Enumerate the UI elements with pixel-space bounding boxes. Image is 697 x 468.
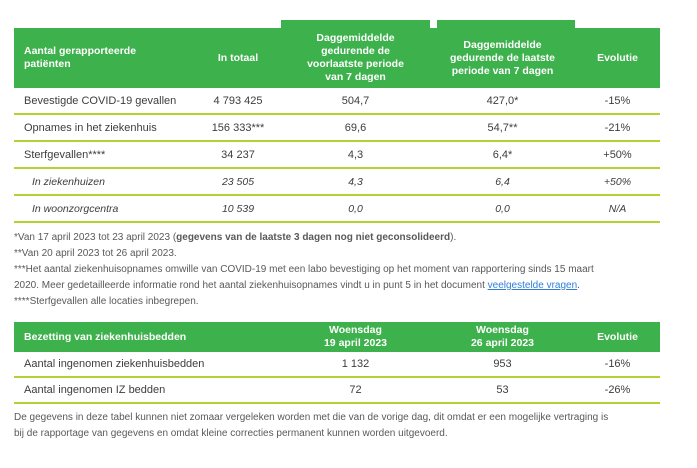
column-header-bed-occupancy: Bezetting van ziekenhuisbedden (24, 330, 187, 343)
header-tab-extension-prev-period (281, 20, 430, 29)
footnote-3-suffix: . (577, 280, 580, 291)
table-row-icu-beds: Aantal ingenomen IZ bedden 72 53 -26% (14, 378, 660, 404)
cell-last-avg: 427,0* (486, 94, 519, 107)
cell-total: 34 237 (221, 148, 255, 161)
row-label: In woonzorgcentra (32, 202, 119, 215)
header-tab-extension-last-period (437, 20, 575, 29)
cell-prev-avg: 4,3 (347, 148, 364, 161)
row-label: Bevestigde COVID-19 gevallen (24, 94, 177, 107)
cell-total: 4 793 425 (213, 94, 263, 107)
patients-table-header: Aantal gerapporteerde patiënten In totaa… (14, 28, 660, 88)
cell-wed-26: 953 (493, 358, 512, 370)
cell-evolution: N/A (608, 202, 627, 215)
cell-prev-avg: 504,7 (341, 94, 370, 107)
cell-wed-26: 53 (496, 384, 509, 396)
row-label: Sterfgevallen**** (24, 148, 106, 161)
column-header-total: In totaal (217, 51, 259, 64)
cell-evolution: -15% (604, 94, 631, 107)
footnote-4: ****Sterfgevallen alle locaties inbegrep… (14, 296, 199, 307)
beds-table: Bezetting van ziekenhuisbedden Woensdag … (14, 322, 660, 404)
beds-table-header: Bezetting van ziekenhuisbedden Woensdag … (14, 322, 660, 352)
column-header-prev-period: Daggemiddelde gedurende de voorlaatste p… (307, 32, 404, 83)
cell-total: 156 333*** (211, 121, 265, 134)
table-row-hospital-beds: Aantal ingenomen ziekenhuisbedden 1 132 … (14, 352, 660, 378)
cell-evolution: -16% (604, 358, 631, 370)
footnotes: *Van 17 april 2023 tot 23 april 2023 (ge… (14, 230, 690, 310)
column-header-evolution: Evolutie (597, 330, 638, 343)
disclaimer: De gegevens in deze tabel kunnen niet zo… (14, 412, 609, 439)
footnote-1-text: *Van 17 april 2023 tot 23 april 2023 ( (14, 232, 177, 243)
row-label: In ziekenhuizen (32, 175, 105, 188)
column-header-patients: Aantal gerapporteerde patiënten (24, 45, 137, 70)
footnote-1-bold: gegevens van de laatste 3 dagen nog niet… (176, 232, 451, 243)
column-header-last-period: Daggemiddelde gedurende de laatste perio… (449, 38, 556, 77)
cell-last-avg: 6,4* (492, 148, 513, 161)
footnote-1: *Van 17 april 2023 tot 23 april 2023 (ge… (14, 230, 690, 246)
cell-total: 10 539 (221, 202, 255, 215)
cell-evolution: -26% (604, 384, 631, 396)
footnote-3: ***Het aantal ziekenhuisopnames omwille … (14, 262, 690, 294)
cell-evolution: +50% (603, 175, 632, 188)
cell-total: 23 505 (221, 175, 255, 188)
cell-last-avg: 0,0 (495, 202, 510, 215)
column-header-wednesday-26: Woensdag 26 april 2023 (470, 324, 535, 349)
footnote-2: **Van 20 april 2023 tot 26 april 2023. (14, 248, 177, 259)
table-row-confirmed-cases: Bevestigde COVID-19 gevallen 4 793 425 5… (14, 88, 660, 115)
row-label: Opnames in het ziekenhuis (24, 121, 157, 134)
cell-last-avg: 6,4 (495, 175, 510, 188)
cell-evolution: +50% (603, 148, 632, 161)
column-header-evolution: Evolutie (597, 51, 638, 64)
patients-table: Aantal gerapporteerde patiënten In totaa… (14, 20, 660, 223)
row-label: Aantal ingenomen IZ bedden (24, 384, 166, 396)
footnote-1-suffix: ). (450, 232, 457, 243)
cell-prev-avg: 4,3 (348, 175, 363, 188)
table-row-deaths-in-hospitals: In ziekenhuizen 23 505 4,3 6,4 +50% (14, 169, 660, 196)
cell-last-avg: 54,7** (487, 121, 518, 134)
cell-evolution: -21% (604, 121, 631, 134)
faq-link[interactable]: veelgestelde vragen (487, 280, 578, 291)
table-row-hospital-admissions: Opnames in het ziekenhuis 156 333*** 69,… (14, 115, 660, 142)
cell-wed-19: 72 (349, 384, 362, 396)
cell-wed-19: 1 132 (341, 358, 370, 370)
table-row-deaths-in-care-homes: In woonzorgcentra 10 539 0,0 0,0 N/A (14, 196, 660, 223)
cell-prev-avg: 0,0 (348, 202, 363, 215)
table-row-deaths: Sterfgevallen**** 34 237 4,3 6,4* +50% (14, 142, 660, 169)
column-header-wednesday-19: Woensdag 19 april 2023 (323, 324, 388, 349)
footnote-3-text: ***Het aantal ziekenhuisopnames omwille … (14, 264, 594, 291)
cell-prev-avg: 69,6 (344, 121, 367, 134)
row-label: Aantal ingenomen ziekenhuisbedden (24, 358, 205, 370)
